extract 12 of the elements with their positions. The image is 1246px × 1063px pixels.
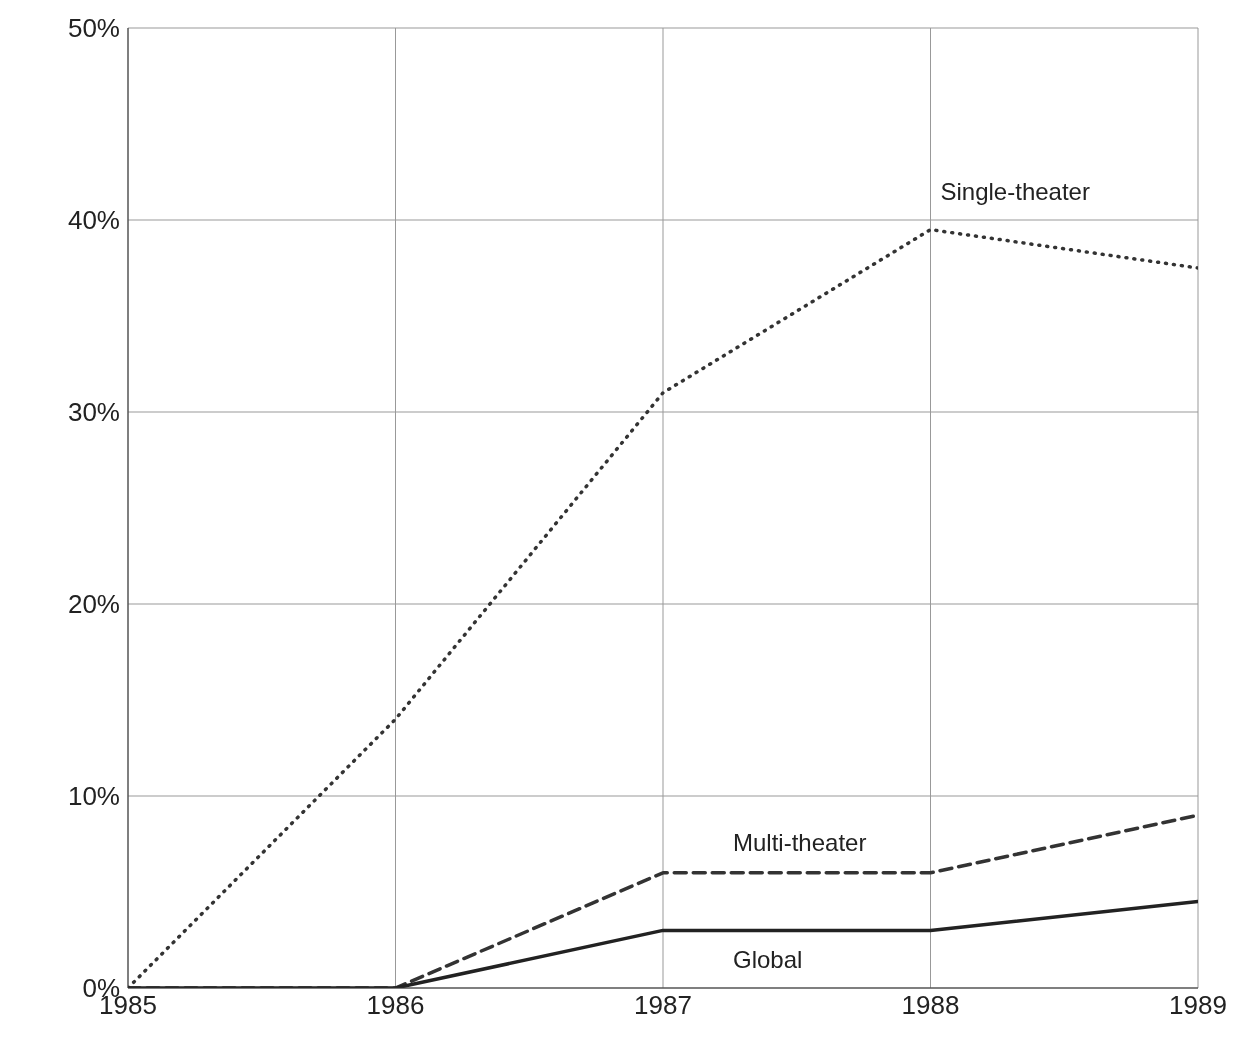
y-tick-label: 40% bbox=[67, 205, 120, 236]
y-tick-label: 30% bbox=[67, 397, 120, 428]
y-tick-label: 10% bbox=[67, 781, 120, 812]
y-tick-label: 20% bbox=[67, 589, 120, 620]
series-label: Multi-theater bbox=[733, 828, 867, 856]
x-tick-label: 1988 bbox=[901, 990, 960, 1021]
x-tick-label: 1987 bbox=[634, 990, 692, 1021]
y-tick-label: 50% bbox=[67, 13, 120, 44]
x-tick-label: 1989 bbox=[1169, 990, 1227, 1021]
series-label: Single-theater bbox=[940, 177, 1090, 205]
x-tick-label: 1986 bbox=[366, 990, 425, 1021]
series-label: Global bbox=[733, 946, 803, 974]
